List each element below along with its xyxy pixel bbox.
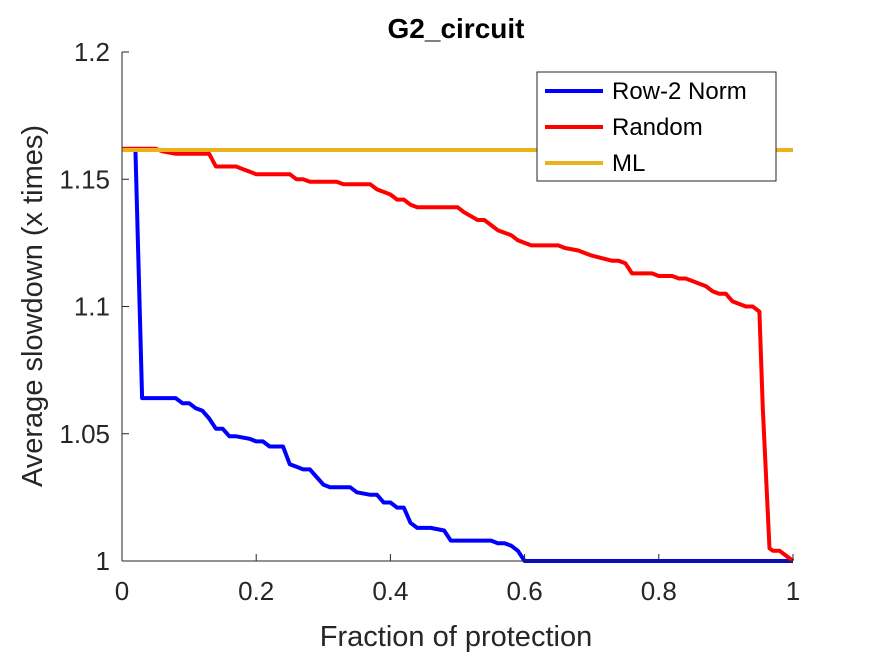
x-axis-label: Fraction of protection [320,621,592,653]
series-line-2 [122,146,795,563]
y-tick-label: 1.1 [74,292,110,322]
legend-label-2: Random [612,114,703,141]
legend-label-3: ML [612,150,645,177]
y-tick-label: 1.05 [59,419,110,449]
ticks-layer: 0 0.2 0.4 0.6 0.8 1 1 1.05 1.1 1.15 1.2 [59,37,800,606]
y-axis-label: Average slowdown (x times) [17,125,49,487]
x-tick-label: 0.4 [372,576,408,606]
x-tick-label: 0.8 [641,576,677,606]
x-tick-label: 0.2 [238,576,274,606]
x-tick-label: 1 [786,576,800,606]
x-tick-label: 0.6 [507,576,543,606]
y-tick-label: 1 [96,546,110,576]
x-tick-label: 0 [115,576,129,606]
series-line-1 [133,148,793,563]
legend-label-1: Row-2 Norm [612,78,747,105]
y-tick-label: 1.2 [74,37,110,67]
legend: Row-2 Norm Random ML [536,71,777,182]
chart-title: G2_circuit [388,13,525,44]
y-tick-label: 1.15 [59,164,110,194]
